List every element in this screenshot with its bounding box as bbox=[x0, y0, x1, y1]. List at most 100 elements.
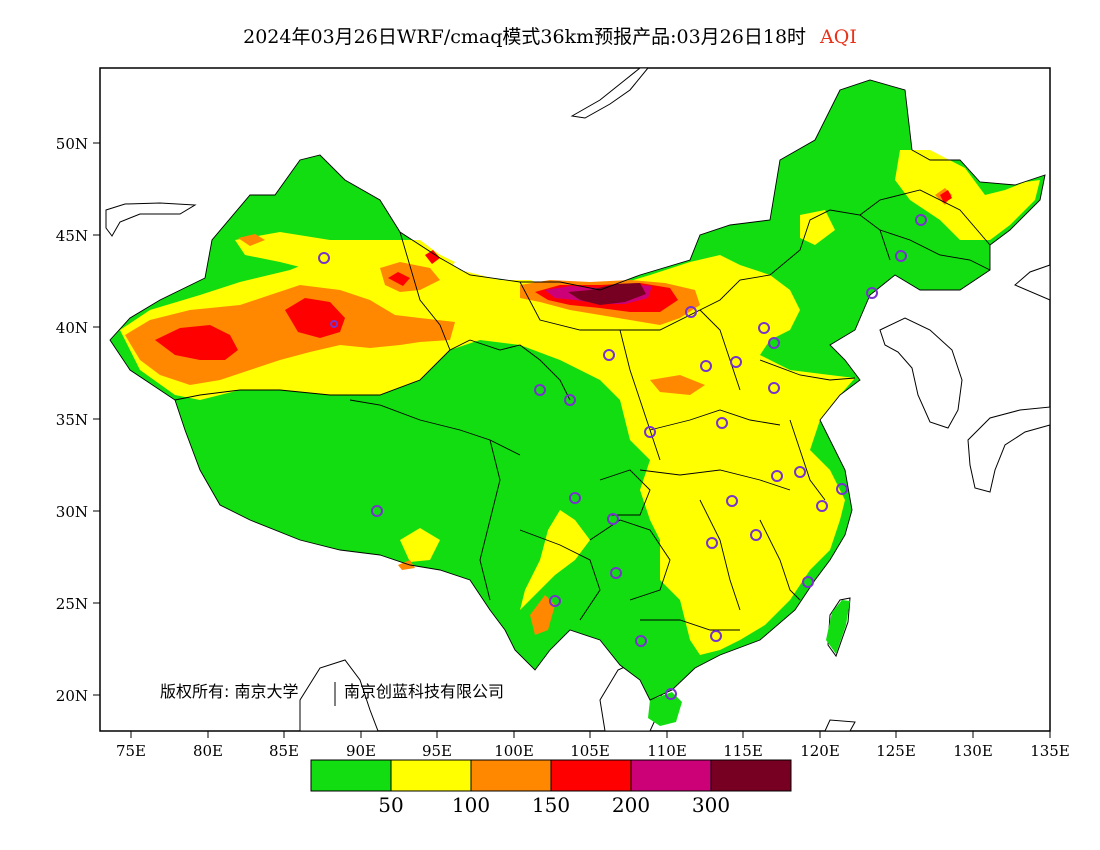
copyright-owner: 版权所有: 南京大学 bbox=[160, 682, 298, 701]
legend-label: 150 bbox=[532, 793, 570, 817]
lon-tick-label: 125E bbox=[876, 742, 916, 760]
aqi-region-red-tarim-east bbox=[285, 298, 345, 338]
tibet-qinghai-border bbox=[349, 399, 521, 456]
lon-tick-label: 90E bbox=[346, 742, 376, 760]
station-marker bbox=[706, 537, 718, 549]
station-marker bbox=[710, 630, 722, 642]
shaanxi-border bbox=[619, 329, 661, 461]
caspian-coast bbox=[105, 202, 197, 237]
station-marker bbox=[915, 214, 927, 226]
lon-axis: 75E 80E 85E 90E 95E 100E 105E 110E 115E … bbox=[116, 731, 1070, 760]
lat-tick-label: 45N bbox=[56, 227, 88, 245]
lon-tick-label: 115E bbox=[723, 742, 763, 760]
lat-tick-label: 50N bbox=[56, 135, 88, 153]
station-marker bbox=[371, 505, 383, 517]
station-marker bbox=[534, 384, 546, 396]
lon-tick-label: 85E bbox=[269, 742, 299, 760]
lon-tick-label: 75E bbox=[116, 742, 146, 760]
legend-label: 200 bbox=[612, 793, 650, 817]
station-marker bbox=[836, 483, 848, 495]
lat-tick-label: 35N bbox=[56, 411, 88, 429]
station-marker bbox=[750, 529, 762, 541]
sakhalin-coast bbox=[570, 67, 650, 119]
station-marker bbox=[635, 635, 647, 647]
qinghai-gansu-border bbox=[469, 339, 571, 401]
aqi-region-moderate-tibet bbox=[400, 528, 440, 562]
aqi-region-orange-tibet-small bbox=[398, 560, 415, 570]
sichuan-border bbox=[479, 439, 501, 601]
lon-tick-label: 100E bbox=[494, 742, 534, 760]
copyright: 版权所有: 南京大学 南京创蓝科技有限公司 bbox=[160, 682, 504, 706]
legend-swatch bbox=[390, 759, 472, 792]
shandong-border bbox=[759, 359, 856, 381]
heilongjiang-jilin-border bbox=[879, 229, 991, 271]
legend-swatch bbox=[710, 759, 792, 792]
station-marker bbox=[794, 466, 806, 478]
aqi-region-moderate-ne bbox=[895, 150, 1040, 240]
xinjiang-tibet-border bbox=[174, 349, 451, 401]
kyushu-coast bbox=[967, 406, 1051, 493]
station-marker bbox=[768, 337, 780, 349]
korea-japan-coast bbox=[879, 317, 963, 429]
lon-tick-label: 105E bbox=[570, 742, 610, 760]
aqi-region-moderate-ne2 bbox=[800, 210, 835, 245]
station-marker bbox=[665, 688, 677, 700]
philippines-coast bbox=[824, 719, 856, 732]
national-border bbox=[109, 79, 1046, 701]
lon-tick-label: 120E bbox=[800, 742, 840, 760]
inner-mongolia-border bbox=[519, 209, 891, 331]
northeast-provinces-border bbox=[859, 189, 991, 246]
legend-swatch bbox=[630, 759, 712, 792]
map-title: 2024年03月26日WRF/cmaq模式36km预报产品:03月26日18时 A… bbox=[0, 22, 1100, 49]
aqi-region-orange-dzungaria bbox=[380, 262, 440, 292]
station-marker bbox=[716, 417, 728, 429]
legend-swatch bbox=[310, 759, 392, 792]
chongqing-border bbox=[599, 469, 651, 516]
hunan-jiangxi-border bbox=[699, 499, 741, 611]
station-marker bbox=[644, 426, 656, 438]
station-marker bbox=[700, 360, 712, 372]
station-marker bbox=[610, 567, 622, 579]
station-marker bbox=[802, 576, 814, 588]
aqi-region-orange-yunnan bbox=[530, 595, 555, 635]
lon-tick-label: 95E bbox=[422, 742, 452, 760]
yunnan-border bbox=[519, 529, 601, 621]
station-marker bbox=[771, 470, 783, 482]
aqi-region-red-ne bbox=[940, 190, 952, 203]
aqi-region-orange-ili bbox=[238, 234, 265, 246]
lon-tick-label: 135E bbox=[1030, 742, 1070, 760]
legend-label: 100 bbox=[452, 793, 490, 817]
aqi-legend: 50 100 150 200 300 bbox=[310, 759, 792, 817]
variable-label: AQI bbox=[820, 26, 857, 48]
lat-tick-label: 30N bbox=[56, 503, 88, 521]
lon-tick-label: 80E bbox=[193, 742, 223, 760]
legend-label: 300 bbox=[692, 793, 730, 817]
lat-tick-label: 40N bbox=[56, 319, 88, 337]
station-marker bbox=[895, 250, 907, 262]
xinjiang-gansu-border bbox=[399, 231, 471, 351]
station-marker bbox=[685, 306, 697, 318]
aqi-region-red-altay bbox=[425, 250, 440, 264]
indochina-coast bbox=[299, 659, 379, 732]
station-marker bbox=[816, 500, 828, 512]
station-marker bbox=[768, 382, 780, 394]
aqi-region-moderate-sw bbox=[520, 510, 590, 610]
aqi-region-hazardous-gobi bbox=[568, 283, 646, 305]
shanxi-hebei-border bbox=[699, 309, 741, 391]
station-marker bbox=[549, 595, 561, 607]
station-marker bbox=[758, 322, 770, 334]
jiangsu-anhui-border bbox=[789, 419, 826, 501]
title-text: 2024年03月26日WRF/cmaq模式36km预报产品:03月26日18时 bbox=[243, 26, 807, 48]
lat-tick-label: 25N bbox=[56, 595, 88, 613]
station-marker bbox=[318, 252, 330, 264]
station-marker bbox=[603, 349, 615, 361]
legend-swatch bbox=[550, 759, 632, 792]
lat-axis: 50N 45N 40N 35N 30N 25N 20N bbox=[56, 135, 100, 705]
legend-swatch bbox=[470, 759, 552, 792]
station-marker bbox=[564, 394, 576, 406]
aqi-region-hainan bbox=[648, 692, 682, 726]
station-marker bbox=[607, 513, 619, 525]
station-marker bbox=[730, 356, 742, 368]
copyright-partner: 南京创蓝科技有限公司 bbox=[344, 682, 504, 701]
